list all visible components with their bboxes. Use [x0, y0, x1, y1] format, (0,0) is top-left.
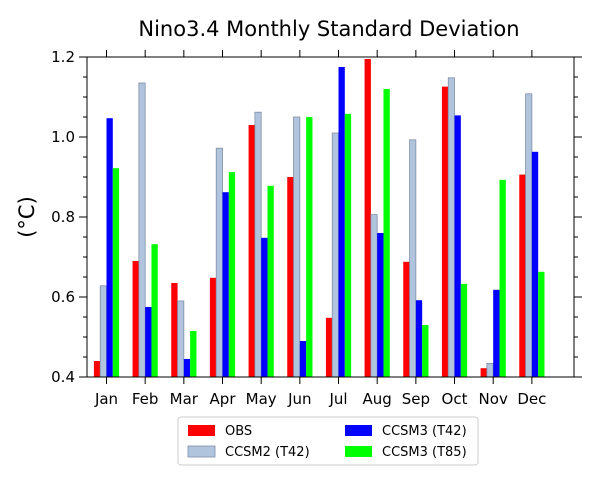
bar-mar-series-2: [177, 300, 185, 378]
axes-group: 0.4 0.6 0.8 1.0 1.2 Jan Feb Mar Apr May Jun Jul Aug S…: [51, 48, 582, 408]
bar-feb-series-4: [151, 244, 158, 377]
x-tick-label: May: [246, 390, 277, 408]
bar-nov-series-2: [486, 362, 494, 378]
bar-nov-series-3: [493, 289, 500, 377]
bar-apr-series-3: [222, 192, 229, 377]
legend-label: CCSM2 (T42): [225, 445, 310, 460]
bars-group: [93, 59, 545, 378]
bar-mar-series-4: [190, 331, 197, 377]
x-tick-label: Jul: [328, 390, 347, 408]
y-axis-label: (°C): [15, 196, 39, 238]
y-tick-label: 1.0: [51, 128, 75, 146]
bar-oct-series-2: [447, 77, 455, 378]
bar-feb-series-2: [138, 82, 146, 378]
legend-label: CCSM3 (T42): [382, 424, 467, 439]
bar-jul-series-4: [344, 113, 352, 378]
bar-jun-series-4: [306, 117, 313, 377]
x-tick-label: Jun: [287, 390, 311, 408]
bar-jun-series-3: [299, 341, 307, 377]
bar-mar-series-3: [183, 359, 191, 377]
x-tick-label: Dec: [517, 390, 546, 408]
bar-nov-series-1: [480, 368, 487, 377]
bar-dec-series-2: [525, 93, 533, 378]
x-tick-label: Nov: [479, 390, 508, 408]
bar-may-series-4: [267, 185, 274, 377]
legend-swatch: [345, 425, 372, 436]
bar-may-series-3: [261, 237, 268, 377]
bar-jul-series-3: [338, 67, 345, 377]
legend: OBS CCSM2 (T42) CCSM3 (T42) CCSM3 (T85): [177, 416, 479, 466]
x-tick-label: Apr: [210, 390, 237, 408]
legend-label: OBS: [225, 424, 252, 439]
bar-jan-series-2: [99, 285, 107, 378]
y-tick-label: 0.4: [51, 368, 75, 386]
bar-nov-series-4: [499, 179, 506, 377]
bar-jan-series-4: [112, 168, 120, 377]
bar-aug-series-2: [370, 214, 378, 378]
bar-aug-series-4: [383, 89, 390, 377]
bar-oct-series-4: [460, 283, 468, 377]
legend-swatch: [187, 445, 216, 458]
legend-swatch: [345, 446, 372, 457]
bar-jan-series-3: [106, 118, 113, 377]
x-tick-label: Sep: [402, 390, 430, 408]
bar-dec-series-4: [538, 271, 545, 377]
bar-sep-series-3: [415, 300, 423, 377]
bar-sep-series-2: [409, 139, 417, 378]
bar-sep-series-1: [403, 261, 410, 377]
bar-oct-series-1: [441, 86, 449, 377]
bar-jul-series-1: [325, 317, 333, 377]
x-tick-label: Oct: [442, 390, 468, 408]
legend-label: CCSM3 (T85): [382, 445, 467, 460]
bar-aug-series-1: [364, 59, 371, 377]
x-tick-label: Feb: [132, 390, 159, 408]
bar-mar-series-1: [171, 283, 178, 377]
bar-feb-series-1: [132, 261, 139, 377]
bar-jun-series-2: [293, 116, 301, 378]
x-tick-label: Mar: [170, 390, 199, 408]
bar-jul-series-2: [331, 132, 339, 378]
bar-oct-series-3: [454, 115, 461, 378]
bar-may-series-2: [254, 111, 262, 378]
bar-aug-series-3: [377, 233, 384, 377]
bar-apr-series-1: [209, 277, 217, 377]
bar-apr-series-2: [215, 147, 223, 378]
x-tick-label: Aug: [363, 390, 392, 408]
bar-jun-series-1: [287, 177, 294, 377]
x-tick-label: Jan: [94, 390, 118, 408]
bar-dec-series-3: [531, 151, 539, 377]
chart-title: Nino3.4 Monthly Standard Deviation: [138, 17, 519, 41]
y-tick-label: 1.2: [51, 48, 75, 66]
legend-swatch: [188, 425, 215, 436]
y-tick-label: 0.6: [51, 288, 75, 306]
bar-sep-series-4: [422, 325, 429, 377]
bar-may-series-1: [248, 125, 255, 377]
bar-dec-series-1: [519, 174, 526, 377]
y-tick-label: 0.8: [51, 208, 75, 226]
bar-feb-series-3: [145, 307, 152, 377]
bar-apr-series-4: [228, 172, 236, 377]
legend-box: [177, 416, 479, 466]
bar-jan-series-1: [93, 361, 101, 377]
